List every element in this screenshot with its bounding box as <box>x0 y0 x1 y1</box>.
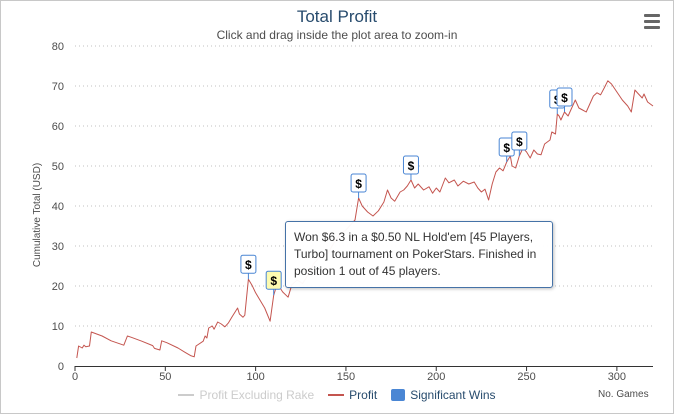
x-tick-label: 200 <box>427 371 445 383</box>
y-tick-label: 60 <box>52 121 64 133</box>
x-tick-label: 150 <box>337 371 355 383</box>
flag-dollar-label: $ <box>270 274 277 288</box>
x-tick-label: 100 <box>246 371 264 383</box>
chart-menu-button[interactable] <box>641 11 663 31</box>
flag-box <box>350 173 367 193</box>
tooltip: Won $6.3 in a $0.50 NL Hold'em [45 Playe… <box>285 221 553 288</box>
flag-dollar-label: $ <box>408 159 415 173</box>
flag-dollar-label: $ <box>503 141 510 155</box>
chart-title: Total Profit <box>296 7 378 26</box>
significant-win-flag[interactable]: $ <box>511 131 528 156</box>
significant-win-flag[interactable]: $ <box>350 173 367 198</box>
y-tick-label: 50 <box>52 161 64 173</box>
significant-win-flag[interactable]: $ <box>402 155 419 180</box>
flag-box <box>265 270 282 290</box>
x-axis-label: No. Games <box>598 389 649 400</box>
series-layer <box>76 80 654 359</box>
flag-box <box>511 131 528 151</box>
y-tick-label: 10 <box>52 321 64 333</box>
legend-line-swatch <box>178 394 195 396</box>
significant-win-flag[interactable]: $ <box>265 270 282 296</box>
tooltip-text: Won $6.3 in a $0.50 NL Hold'em [45 Playe… <box>294 230 537 278</box>
x-tick-label: 0 <box>72 371 78 383</box>
y-tick-label: 20 <box>52 281 64 293</box>
legend-label: Profit <box>349 388 378 402</box>
y-axis-label: Cumulative Total (USD) <box>32 163 43 267</box>
menu-bar-icon <box>644 26 660 29</box>
legend-item-significant-wins[interactable]: Significant Wins <box>391 388 496 402</box>
x-tick-label: 250 <box>517 371 535 383</box>
legend-item-profit[interactable]: Profit <box>328 388 377 402</box>
flag-dollar-label: $ <box>245 258 252 272</box>
flag-dollar-label: $ <box>355 177 362 191</box>
y-tick-label: 0 <box>58 361 64 373</box>
x-tick-label: 300 <box>608 371 626 383</box>
significant-win-flag[interactable]: $ <box>498 137 515 162</box>
menu-bar-icon <box>644 20 660 23</box>
legend-label: Profit Excluding Rake <box>199 388 315 402</box>
x-tick-label: 50 <box>159 371 171 383</box>
flag-dollar-label: $ <box>516 135 523 149</box>
legend-line-swatch <box>328 394 345 396</box>
y-tick-label: 30 <box>52 241 64 253</box>
chart-legend: Profit Excluding Rake Profit Significant… <box>0 388 674 402</box>
chart-subtitle: Click and drag inside the plot area to z… <box>216 28 458 42</box>
y-tick-label: 80 <box>52 41 64 53</box>
significant-win-flag[interactable]: $ <box>240 254 257 280</box>
profit-series-line[interactable] <box>76 80 654 359</box>
axes: 0 10 20 30 40 50 60 70 80 0 50 100 150 200 250 300 <box>52 41 653 383</box>
significant-win-flag[interactable]: $ <box>556 87 573 112</box>
flag-dollar-label: $ <box>561 91 568 105</box>
y-tick-label: 70 <box>52 81 64 93</box>
menu-bar-icon <box>644 14 660 17</box>
flag-box <box>556 87 573 107</box>
flag-box <box>240 254 257 274</box>
legend-item-profit-excluding-rake[interactable]: Profit Excluding Rake <box>178 388 314 402</box>
legend-label: Significant Wins <box>410 388 496 402</box>
flag-box <box>402 155 419 175</box>
flags-layer: $$$$$$$$ <box>240 87 573 296</box>
y-tick-label: 40 <box>52 201 64 213</box>
legend-square-swatch <box>391 389 406 401</box>
